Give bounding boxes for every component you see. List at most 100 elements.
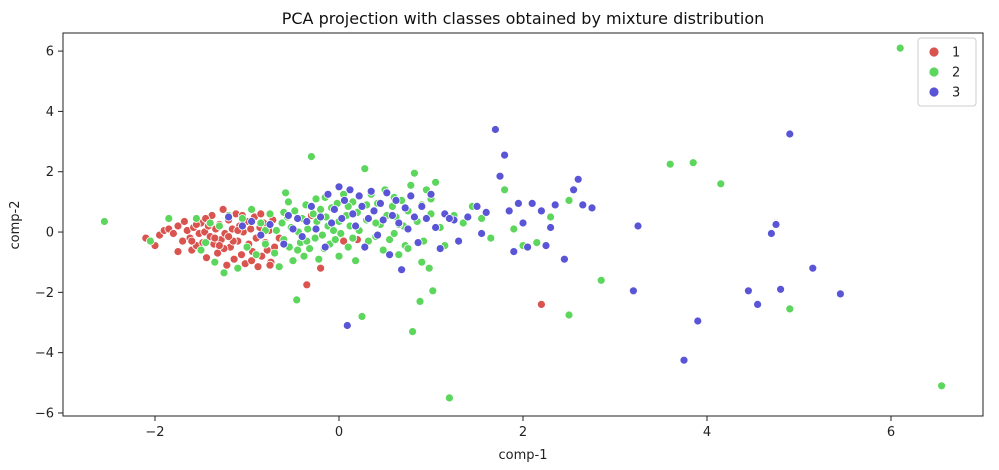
y-tick-label: 6	[46, 45, 54, 60]
x-tick-label: 6	[887, 425, 895, 440]
point-class-1	[256, 209, 266, 219]
point-class-1	[237, 250, 246, 260]
point-class-1	[302, 280, 312, 290]
point-class-3	[391, 195, 401, 205]
point-class-3	[311, 224, 321, 234]
point-class-2	[310, 233, 320, 243]
y-tick-label: 2	[46, 165, 54, 180]
point-class-2	[532, 238, 542, 248]
point-class-2	[306, 152, 316, 162]
legend-box	[917, 37, 977, 107]
point-class-2	[785, 304, 795, 314]
point-class-2	[283, 197, 293, 207]
point-class-2	[371, 218, 381, 228]
point-class-1	[187, 236, 197, 246]
point-class-2	[389, 229, 399, 238]
point-class-3	[490, 125, 500, 134]
point-class-2	[458, 218, 468, 228]
point-class-3	[481, 207, 491, 217]
point-class-3	[836, 289, 845, 299]
point-class-3	[293, 214, 303, 223]
legend-label-2: 2	[952, 66, 960, 81]
point-class-3	[378, 215, 388, 225]
point-class-2	[329, 226, 338, 235]
point-class-3	[426, 189, 436, 199]
point-class-2	[444, 393, 454, 403]
point-class-1	[253, 262, 263, 272]
point-class-2	[100, 217, 109, 226]
point-class-3	[351, 221, 361, 231]
point-class-3	[633, 221, 643, 231]
point-class-3	[279, 239, 289, 249]
y-tick-label: 4	[46, 105, 54, 120]
point-class-2	[214, 221, 224, 231]
x-tick-label: 0	[335, 425, 343, 440]
point-class-3	[256, 230, 266, 240]
point-class-3	[403, 224, 413, 234]
point-class-3	[477, 229, 487, 238]
point-class-3	[363, 214, 373, 223]
point-class-2	[378, 245, 388, 255]
point-class-3	[693, 316, 703, 326]
point-class-1	[179, 217, 189, 226]
points-layer	[100, 43, 946, 403]
x-tick-label: 4	[703, 425, 711, 440]
x-axis-ticks: −2 0 2 4 6	[145, 416, 895, 440]
point-class-2	[164, 214, 174, 223]
point-class-3	[767, 229, 776, 238]
chart-title: PCA projection with classes obtained by …	[282, 9, 765, 28]
x-tick-label: 2	[519, 425, 527, 440]
point-class-1	[173, 247, 183, 257]
point-class-3	[578, 200, 588, 210]
y-tick-label: 0	[46, 226, 54, 241]
point-class-3	[334, 182, 344, 192]
point-class-2	[596, 275, 606, 285]
point-class-2	[477, 214, 487, 223]
point-class-3	[387, 211, 397, 220]
point-class-3	[247, 217, 257, 226]
point-class-3	[444, 214, 454, 223]
point-class-3	[323, 189, 333, 199]
y-tick-label: −4	[35, 346, 54, 361]
y-tick-label: −2	[35, 286, 54, 301]
legend-marker-3	[928, 86, 940, 98]
point-class-1	[316, 263, 326, 273]
point-class-2	[509, 224, 519, 234]
point-class-1	[247, 256, 257, 266]
point-class-3	[560, 254, 569, 264]
point-class-2	[937, 381, 946, 391]
point-class-3	[406, 191, 416, 201]
point-class-2	[265, 209, 275, 219]
point-class-2	[292, 295, 302, 305]
point-class-3	[320, 242, 330, 252]
point-class-1	[173, 221, 183, 231]
y-tick-label: −6	[35, 406, 54, 421]
point-class-3	[283, 211, 293, 220]
point-class-3	[431, 223, 441, 232]
point-class-2	[271, 226, 281, 235]
point-class-1	[222, 260, 232, 270]
point-class-2	[145, 236, 155, 246]
point-class-3	[316, 212, 326, 222]
point-class-3	[360, 242, 370, 252]
point-class-2	[290, 206, 300, 216]
point-class-2	[424, 263, 434, 273]
point-class-3	[629, 286, 638, 296]
point-class-3	[302, 217, 312, 226]
point-class-3	[382, 188, 392, 198]
point-class-3	[509, 247, 519, 257]
point-class-2	[394, 250, 404, 260]
point-class-3	[500, 150, 510, 160]
point-class-2	[274, 262, 284, 272]
point-class-1	[168, 229, 178, 238]
point-class-2	[895, 43, 905, 53]
point-class-3	[237, 221, 247, 231]
point-class-2	[308, 209, 318, 219]
point-class-2	[299, 251, 309, 261]
point-class-3	[224, 212, 234, 222]
point-class-3	[366, 186, 376, 196]
point-class-3	[550, 200, 560, 210]
point-class-2	[406, 180, 416, 190]
point-class-3	[348, 209, 358, 219]
point-class-3	[345, 185, 355, 195]
